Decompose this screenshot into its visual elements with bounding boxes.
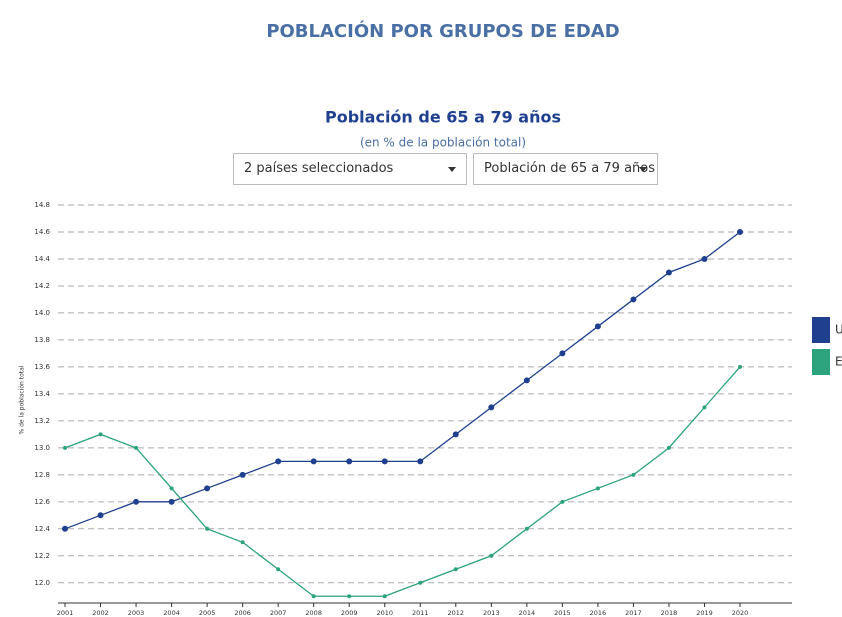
data-point xyxy=(560,499,565,504)
y-tick-label: 12.8 xyxy=(34,471,50,479)
data-point xyxy=(738,364,742,369)
data-point xyxy=(418,580,423,585)
x-tick-label: 2010 xyxy=(376,609,393,617)
y-tick-label: 13.4 xyxy=(34,390,50,398)
x-tick-label: 2018 xyxy=(661,609,678,617)
x-tick-label: 2015 xyxy=(554,609,571,617)
x-tick-label: 2013 xyxy=(483,609,500,617)
data-point xyxy=(453,567,458,572)
data-point xyxy=(523,377,530,384)
x-tick-label: 2005 xyxy=(199,609,216,617)
data-point xyxy=(310,458,317,465)
data-point xyxy=(631,472,636,477)
data-point xyxy=(417,458,424,465)
legend-label: E xyxy=(835,355,842,369)
data-point xyxy=(168,498,175,505)
y-tick-label: 14.8 xyxy=(34,201,50,209)
data-point xyxy=(311,594,316,599)
data-point xyxy=(276,567,281,572)
data-point xyxy=(702,405,707,410)
page-title: POBLACIÓN POR GRUPOS DE EDAD xyxy=(266,20,619,42)
data-point xyxy=(665,269,672,276)
legend-swatch xyxy=(812,317,830,343)
x-tick-label: 2012 xyxy=(448,609,465,617)
chart-title: Población de 65 a 79 años xyxy=(325,108,561,127)
data-point xyxy=(381,458,388,465)
legend-swatch xyxy=(812,349,830,375)
x-tick-label: 2002 xyxy=(92,609,109,617)
x-tick-label: 2009 xyxy=(341,609,358,617)
x-tick-label: 2017 xyxy=(625,609,642,617)
x-tick-label: 2014 xyxy=(519,609,536,617)
data-point xyxy=(346,458,353,465)
x-tick-label: 2019 xyxy=(696,609,713,617)
data-point xyxy=(594,323,601,330)
y-tick-label: 13.8 xyxy=(34,336,50,344)
country-dropdown[interactable]: 2 países seleccionados xyxy=(233,153,467,185)
x-tick-label: 2003 xyxy=(128,609,145,617)
indicator-dropdown[interactable]: Población de 65 a 79 años xyxy=(473,153,658,185)
data-point xyxy=(205,526,210,531)
chart-subtitle: (en % de la población total) xyxy=(360,136,526,150)
y-tick-label: 14.6 xyxy=(34,228,50,236)
y-tick-label: 12.6 xyxy=(34,498,50,506)
x-tick-label: 2011 xyxy=(412,609,429,617)
data-point xyxy=(133,498,140,505)
x-tick-label: 2001 xyxy=(57,609,74,617)
y-tick-label: 13.6 xyxy=(34,363,50,371)
data-point xyxy=(524,526,529,531)
y-tick-label: 14.4 xyxy=(34,255,50,263)
series-line xyxy=(64,231,741,530)
data-point xyxy=(666,445,671,450)
y-tick-label: 12.2 xyxy=(34,552,50,560)
data-point xyxy=(630,296,637,303)
data-point xyxy=(452,431,459,438)
data-point xyxy=(701,255,708,262)
data-point xyxy=(488,404,495,411)
data-point xyxy=(98,432,103,437)
data-point xyxy=(204,485,211,492)
legend-label: U xyxy=(835,323,842,337)
data-point xyxy=(275,458,282,465)
x-tick-label: 2008 xyxy=(305,609,322,617)
x-tick-label: 2020 xyxy=(732,609,749,617)
y-axis-label: % de la población total xyxy=(19,365,26,434)
data-point xyxy=(559,350,566,357)
y-tick-label: 14.2 xyxy=(34,282,50,290)
data-point xyxy=(347,594,352,599)
y-tick-label: 12.0 xyxy=(34,579,50,587)
data-point xyxy=(134,445,139,450)
y-tick-label: 14.0 xyxy=(34,309,50,317)
data-point xyxy=(63,445,67,450)
data-point xyxy=(239,471,246,478)
data-point xyxy=(382,594,387,599)
x-tick-label: 2004 xyxy=(163,609,180,617)
data-point xyxy=(489,553,494,558)
data-point xyxy=(595,486,600,491)
data-point xyxy=(737,228,743,235)
data-point xyxy=(169,486,174,491)
data-point xyxy=(240,540,245,545)
data-point xyxy=(62,525,68,532)
data-point xyxy=(97,512,104,519)
x-tick-label: 2007 xyxy=(270,609,287,617)
x-tick-label: 2006 xyxy=(234,609,251,617)
y-tick-label: 13.2 xyxy=(34,417,50,425)
y-tick-label: 13.0 xyxy=(34,444,50,452)
y-tick-label: 12.4 xyxy=(34,525,50,533)
series-line xyxy=(64,366,741,597)
x-tick-label: 2016 xyxy=(590,609,607,617)
